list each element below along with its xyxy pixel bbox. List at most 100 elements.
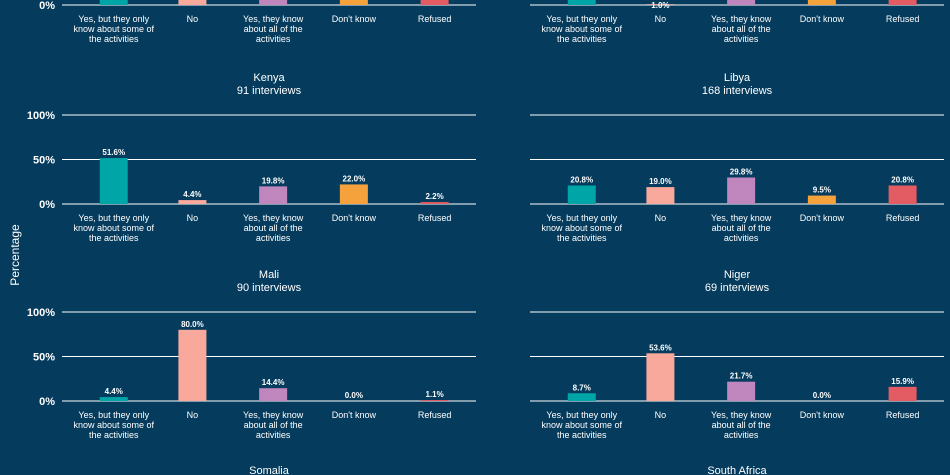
data-label: 14.4% [262,378,285,387]
bar [420,0,449,5]
data-label: 1.1% [425,390,443,399]
bar [178,200,207,204]
data-label: 20.8% [891,175,914,184]
data-label: 15.9% [891,377,914,386]
bar [339,0,368,5]
bar [99,397,128,401]
x-tick-label: Yes, but they only know about some of the … [541,213,622,243]
bar [888,386,917,401]
panel-subtitle: 90 interviews [237,282,302,294]
bar [567,0,596,5]
x-tick-label: Yes, they know about all of the activities [243,410,304,440]
bar [99,158,128,204]
x-tick-label: Yes, but they only know about some of the … [73,213,154,243]
data-label: 4.4% [105,387,123,396]
data-label: 80.0% [181,320,204,329]
panel-0: 0% Yes, but they only know about some of th… [39,0,476,44]
data-label: 8.7% [573,383,591,392]
bar [420,400,449,401]
x-tick-label: No [655,213,667,223]
bar [259,388,288,401]
panel-1: 1.0% Yes, but they only know about some of… [530,0,944,44]
bar [259,0,288,5]
x-tick-label: Refused [418,213,452,223]
x-tick-label: Yes, but they only know about some of the … [541,14,622,44]
data-label: 21.7% [730,372,753,381]
data-label: 4.4% [183,190,201,199]
bar [567,185,596,204]
data-label: 22.0% [343,174,366,183]
data-label: 51.6% [102,148,125,157]
data-label: 20.8% [570,175,593,184]
bar [727,381,756,401]
bar [646,4,675,5]
bar [339,184,368,204]
x-tick-label: No [187,14,199,24]
panel-title: Libya [724,72,751,84]
x-tick-label: Refused [418,410,452,420]
panel-subtitle: 69 interviews [705,282,770,294]
bar [567,393,596,401]
panel-2: 0% 50% 100% 51.6% 4.4% 19.8% 22.0% 2.2% Yes, but… [27,110,476,243]
y-tick-label: 50% [33,352,55,364]
x-tick-label: No [655,410,667,420]
x-tick-label: Don't know [332,213,377,223]
bar [420,202,449,204]
bar [259,186,288,204]
bar [888,0,917,5]
bar [727,177,756,204]
y-tick-label: 100% [27,307,55,319]
x-tick-label: Yes, they know about all of the activities [711,14,772,44]
data-label: 19.8% [262,176,285,185]
bar [807,195,836,204]
bar [727,0,756,5]
x-tick-label: Refused [886,14,920,24]
panel-5: 8.7% 53.6% 21.7% 0.0% 15.9% Yes, but they onl… [530,311,944,440]
panel-4: 0% 50% 100% 4.4% 80.0% 14.4% 0.0% 1.1% Yes, but … [27,307,476,440]
x-tick-label: Yes, they know about all of the activities [711,213,772,243]
data-label: 53.6% [649,343,672,352]
bar [178,0,207,5]
panel-title: South Africa [707,465,767,475]
bar [807,0,836,5]
panel-title: Somalia [249,465,290,475]
data-label: 2.2% [425,192,443,201]
x-tick-label: Yes, they know about all of the activities [711,410,772,440]
x-tick-label: Yes, but they only know about some of the … [541,410,622,440]
bar [99,0,128,5]
data-label: 0.0% [345,391,363,400]
data-label: 0.0% [813,391,831,400]
x-tick-label: Yes, but they only know about some of the … [73,14,154,44]
x-tick-label: Don't know [332,410,377,420]
data-label: 9.5% [813,186,831,195]
x-tick-label: Don't know [800,14,845,24]
y-axis-label: Percentage [8,224,22,286]
y-tick-label: 50% [33,155,55,167]
y-tick-label: 100% [27,110,55,122]
x-tick-label: Don't know [800,213,845,223]
x-tick-label: No [655,14,667,24]
panel-title: Mali [259,269,279,281]
x-tick-label: Yes, but they only know about some of the … [73,410,154,440]
bar [646,353,675,401]
x-tick-label: No [187,410,199,420]
x-tick-label: Don't know [332,14,377,24]
x-tick-label: Yes, they know about all of the activities [243,213,304,243]
y-tick-label: 0% [39,0,55,12]
bar [178,329,207,401]
panel-subtitle: 168 interviews [702,85,773,97]
y-tick-label: 0% [39,396,55,408]
data-label: 19.0% [649,177,672,186]
x-tick-label: Refused [418,14,452,24]
x-tick-label: Refused [886,410,920,420]
data-label: 1.0% [651,1,669,10]
x-tick-label: Refused [886,213,920,223]
bar [888,185,917,204]
data-label: 29.8% [730,167,753,176]
panel-title: Kenya [253,72,285,84]
panel-3: 20.8% 19.0% 29.8% 9.5% 20.8% Yes, but they on… [530,114,944,243]
panel-subtitle: 91 interviews [237,85,302,97]
bar [646,187,675,204]
x-tick-label: Don't know [800,410,845,420]
